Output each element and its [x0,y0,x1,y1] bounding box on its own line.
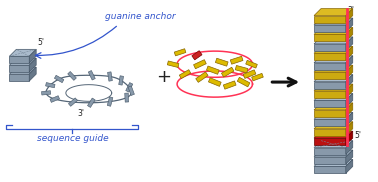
Polygon shape [314,122,353,129]
Polygon shape [126,83,133,92]
Polygon shape [314,53,346,60]
Polygon shape [68,72,76,80]
Polygon shape [88,70,95,80]
Polygon shape [206,66,219,74]
Polygon shape [314,84,353,91]
Polygon shape [46,83,55,88]
Polygon shape [346,75,353,88]
Polygon shape [346,46,353,60]
Polygon shape [29,67,36,81]
Polygon shape [314,150,353,157]
Polygon shape [119,76,124,85]
Polygon shape [346,112,353,126]
Polygon shape [314,129,346,136]
Polygon shape [314,63,346,70]
Polygon shape [314,91,346,98]
Polygon shape [314,37,353,44]
Polygon shape [194,60,206,69]
Text: +: + [156,68,171,86]
Polygon shape [346,56,353,70]
Polygon shape [314,56,353,63]
Polygon shape [346,94,353,107]
Polygon shape [314,100,346,107]
Polygon shape [179,70,191,79]
Text: 3': 3' [77,109,84,118]
Polygon shape [314,94,353,100]
Polygon shape [167,61,179,68]
Polygon shape [346,159,353,173]
Polygon shape [346,65,353,79]
Polygon shape [196,72,208,82]
Polygon shape [314,44,346,51]
Polygon shape [215,58,228,66]
Polygon shape [314,27,353,34]
Polygon shape [9,49,36,56]
Polygon shape [314,141,353,148]
Polygon shape [346,131,353,145]
Polygon shape [346,37,353,51]
Polygon shape [314,9,353,16]
Polygon shape [237,77,250,87]
Polygon shape [125,93,129,102]
Polygon shape [68,98,77,106]
Polygon shape [9,56,29,63]
Polygon shape [29,58,36,72]
Polygon shape [9,65,29,72]
Polygon shape [346,18,353,32]
Polygon shape [9,58,36,65]
Text: guanine anchor: guanine anchor [105,11,176,21]
Polygon shape [314,138,346,145]
Polygon shape [54,75,64,83]
Polygon shape [314,159,353,166]
Polygon shape [314,75,353,82]
Polygon shape [50,96,60,102]
Polygon shape [314,46,353,53]
Polygon shape [252,73,263,81]
Polygon shape [246,60,257,68]
Polygon shape [314,148,346,155]
Polygon shape [314,72,346,79]
Polygon shape [314,112,353,119]
Polygon shape [346,122,353,136]
Polygon shape [107,97,113,106]
Polygon shape [314,34,346,41]
Polygon shape [230,56,243,64]
Polygon shape [314,16,346,23]
Polygon shape [346,27,353,41]
Polygon shape [128,86,135,96]
Polygon shape [346,9,353,23]
Polygon shape [9,74,29,81]
Polygon shape [314,110,346,117]
Polygon shape [346,103,353,117]
Polygon shape [314,25,346,32]
Polygon shape [174,49,186,56]
Polygon shape [314,131,353,138]
Polygon shape [346,141,353,155]
Polygon shape [29,49,36,63]
Text: 3': 3' [348,6,355,15]
Polygon shape [222,67,234,77]
Polygon shape [314,18,353,25]
Polygon shape [42,91,51,95]
Polygon shape [87,98,95,107]
Polygon shape [235,66,248,73]
Polygon shape [346,84,353,98]
Polygon shape [346,150,353,164]
Polygon shape [314,119,346,126]
Text: sequence guide: sequence guide [37,134,108,143]
Polygon shape [243,70,256,78]
Polygon shape [314,157,346,164]
Polygon shape [314,166,346,173]
Polygon shape [314,103,353,110]
Polygon shape [314,82,346,88]
Polygon shape [108,72,112,81]
Polygon shape [192,51,202,60]
Polygon shape [208,78,221,86]
Text: 5': 5' [37,38,44,47]
Polygon shape [9,67,36,74]
Polygon shape [223,81,236,89]
Text: 5': 5' [355,131,362,140]
Polygon shape [314,65,353,72]
